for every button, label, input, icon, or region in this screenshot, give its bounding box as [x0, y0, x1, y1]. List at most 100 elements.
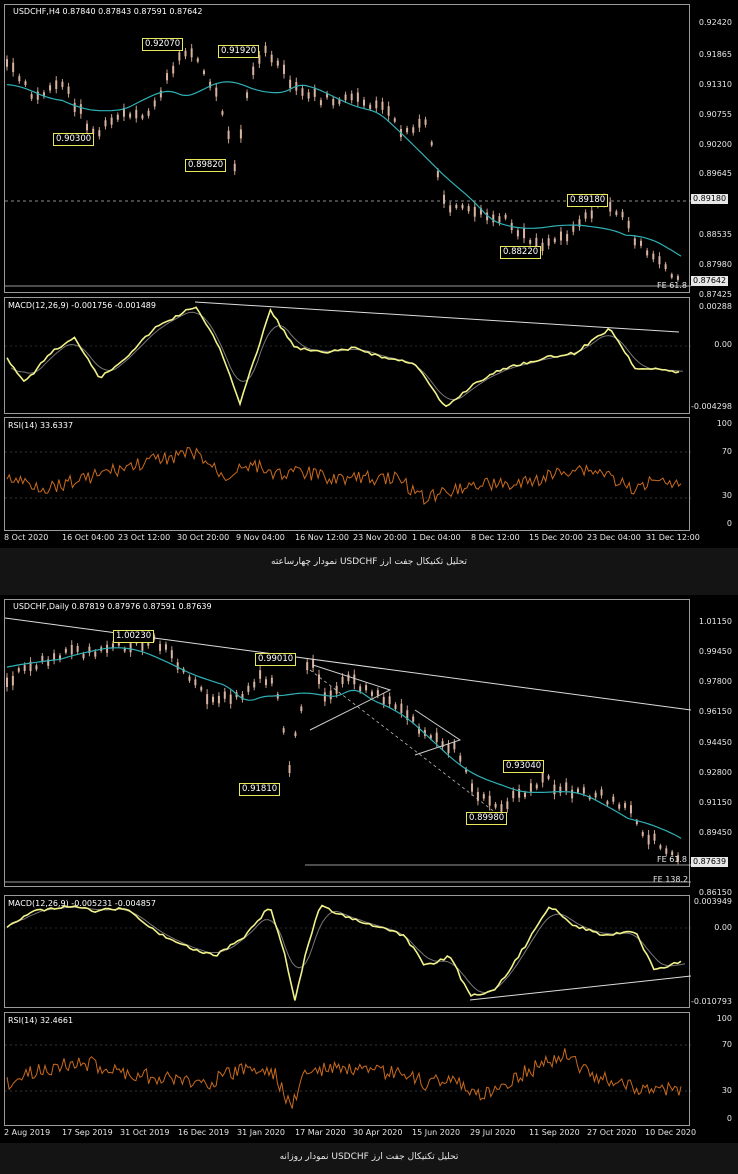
candle-body [671, 851, 674, 856]
candle-body [388, 696, 391, 705]
time-tick: 31 Jan 2020 [237, 1128, 285, 1137]
candle-body [615, 211, 618, 215]
candle-body [584, 212, 587, 219]
macd-pane[interactable]: MACD(12,26,9) -0.001756 -0.001489 [4, 297, 691, 414]
time-axis: 8 Oct 2020 16 Oct 04:00 23 Oct 12:00 30 … [0, 533, 738, 546]
candle-body [92, 128, 95, 134]
candle-body [559, 231, 562, 241]
rsi-header: RSI(14) 32.4661 [8, 1016, 74, 1025]
candle-body [58, 655, 61, 661]
candle-body [11, 676, 14, 686]
candle-body [104, 120, 107, 127]
candle-body [535, 784, 538, 789]
level-price-box: 0.89180 [691, 194, 729, 204]
candle-body [482, 794, 485, 799]
price-tick: 0.97800 [698, 677, 732, 686]
macd-plot [5, 904, 691, 1001]
chart-daily: USDCHF,Daily 0.87819 0.87976 0.87591 0.8… [0, 595, 738, 1143]
candle-body [282, 64, 285, 74]
candle-body [253, 681, 256, 688]
fe-label: FE 138.2 [653, 875, 689, 884]
rsi-header: RSI(14) 33.6337 [8, 421, 74, 430]
candle-body [582, 787, 585, 794]
rsi-plot [5, 1044, 691, 1109]
candle-body [239, 129, 242, 139]
candle-body [70, 644, 73, 655]
candle-body [141, 641, 144, 651]
candle-body [356, 92, 359, 102]
macd-tick: 0.003949 [693, 897, 732, 906]
price-tick: 0.91150 [698, 798, 732, 807]
candle-body [55, 80, 58, 90]
candle-body [178, 52, 181, 61]
rsi-pane[interactable]: RSI(14) 33.6337 [4, 417, 691, 531]
macd-tick: -0.004298 [690, 402, 732, 411]
candle-body [535, 237, 538, 247]
candle-body [335, 685, 338, 694]
rsi-pane[interactable]: RSI(14) 32.4661 [4, 1012, 691, 1126]
candle-body [670, 274, 673, 278]
candle-body [111, 643, 114, 649]
candle-body [73, 103, 76, 112]
time-tick: 30 Apr 2020 [353, 1128, 403, 1137]
candle-body [612, 796, 615, 802]
candle-body [400, 703, 403, 714]
candle-body [184, 50, 187, 57]
candle-body [79, 104, 82, 114]
candle-body [313, 88, 316, 97]
candle-body [430, 141, 433, 146]
price-tick: 1.01150 [698, 617, 732, 626]
candle-body [633, 238, 636, 246]
candle-body [467, 206, 470, 212]
moving-average-line [6, 647, 682, 839]
candle-body [252, 66, 255, 76]
candle-body [110, 117, 113, 125]
candle-body [141, 115, 144, 119]
candle-body [572, 224, 575, 232]
price-pane[interactable]: USDCHF,Daily 0.87819 0.87976 0.87591 0.8… [4, 599, 691, 887]
candle-body [369, 104, 372, 109]
time-axis: 2 Aug 2019 17 Sep 2019 31 Oct 2019 16 De… [0, 1128, 738, 1141]
candle-body [212, 696, 215, 703]
candle-body [370, 691, 373, 696]
candle-body [288, 765, 291, 773]
candle-body [353, 674, 356, 685]
candle-body [23, 665, 26, 671]
candle-body [86, 123, 89, 131]
candle-body [153, 635, 156, 640]
candle-body [394, 704, 397, 709]
price-tick: 0.92800 [698, 768, 732, 777]
macd-line [6, 904, 682, 1001]
time-tick: 29 Jul 2020 [470, 1128, 516, 1137]
candle-body [116, 114, 119, 120]
candle-body [300, 706, 303, 712]
price-pane[interactable]: USDCHF,H4 0.87840 0.87843 0.87591 0.8764… [4, 4, 691, 293]
candle-body [624, 803, 627, 808]
candle-body [227, 130, 230, 140]
candle-body [524, 792, 527, 798]
price-tick: 0.91310 [698, 80, 732, 89]
candle-body [176, 662, 179, 670]
rsi-line [6, 1048, 682, 1109]
candle-body [494, 803, 497, 808]
chart-caption: تحلیل تکنیکال جفت ارز USDCHF نمودار روزا… [0, 1152, 738, 1162]
candle-body [412, 127, 415, 133]
price-tick: 0.89450 [698, 828, 732, 837]
annotation-label: 0.91920 [218, 45, 260, 58]
candle-body [471, 783, 474, 792]
macd-tick: 0.00288 [698, 302, 732, 311]
trendline [5, 617, 691, 711]
candle-body [424, 119, 427, 125]
macd-pane[interactable]: MACD(12,26,9) -0.005231 -0.004857 [4, 895, 691, 1008]
time-tick: 31 Oct 2019 [120, 1128, 170, 1137]
annotation-label: 0.99010 [255, 653, 297, 666]
candle-body [506, 801, 509, 809]
candle-body [47, 659, 50, 666]
candle-body [677, 855, 680, 862]
macd-header: MACD(12,26,9) -0.005231 -0.004857 [8, 899, 156, 908]
moving-average-line [6, 81, 682, 257]
candle-body [172, 65, 175, 74]
price-axis: 1.01150 0.99450 0.97800 0.96150 0.94450 … [691, 599, 738, 897]
candle-body [53, 653, 56, 661]
candle-body [600, 789, 603, 796]
